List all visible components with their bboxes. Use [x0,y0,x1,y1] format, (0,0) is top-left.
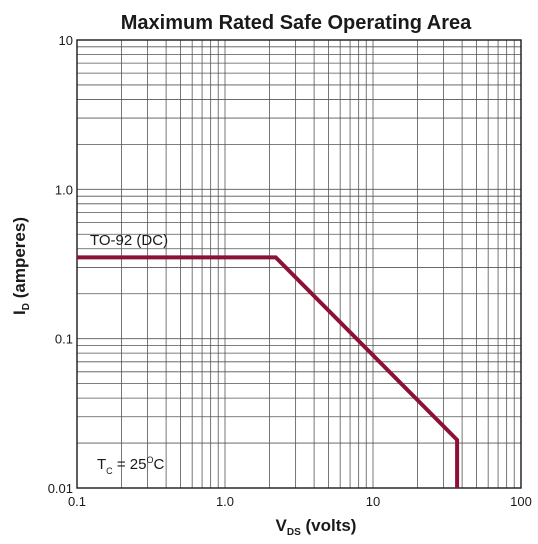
x-tick-label: 1.0 [216,494,234,509]
grid [77,40,521,488]
x-axis-label: VDS (volts) [276,516,357,538]
chart-title: Maximum Rated Safe Operating Area [121,12,472,34]
y-axis-label: ID (amperes) [10,217,32,315]
plot-frame [76,39,522,489]
series-line [77,255,460,488]
y-tick-label: 0.1 [55,332,73,347]
series-layer [77,255,460,488]
series-label: TO-92 (DC) [90,232,168,249]
x-tick-label: 10 [366,494,380,509]
y-tick-label: 0.01 [48,481,73,496]
condition-annotation: TC = 25OC [97,455,164,476]
x-tick-label: 0.1 [68,494,86,509]
y-tick-label: 1.0 [55,182,73,197]
x-tick-label: 100 [510,494,532,509]
y-tick-label: 10 [59,33,73,48]
